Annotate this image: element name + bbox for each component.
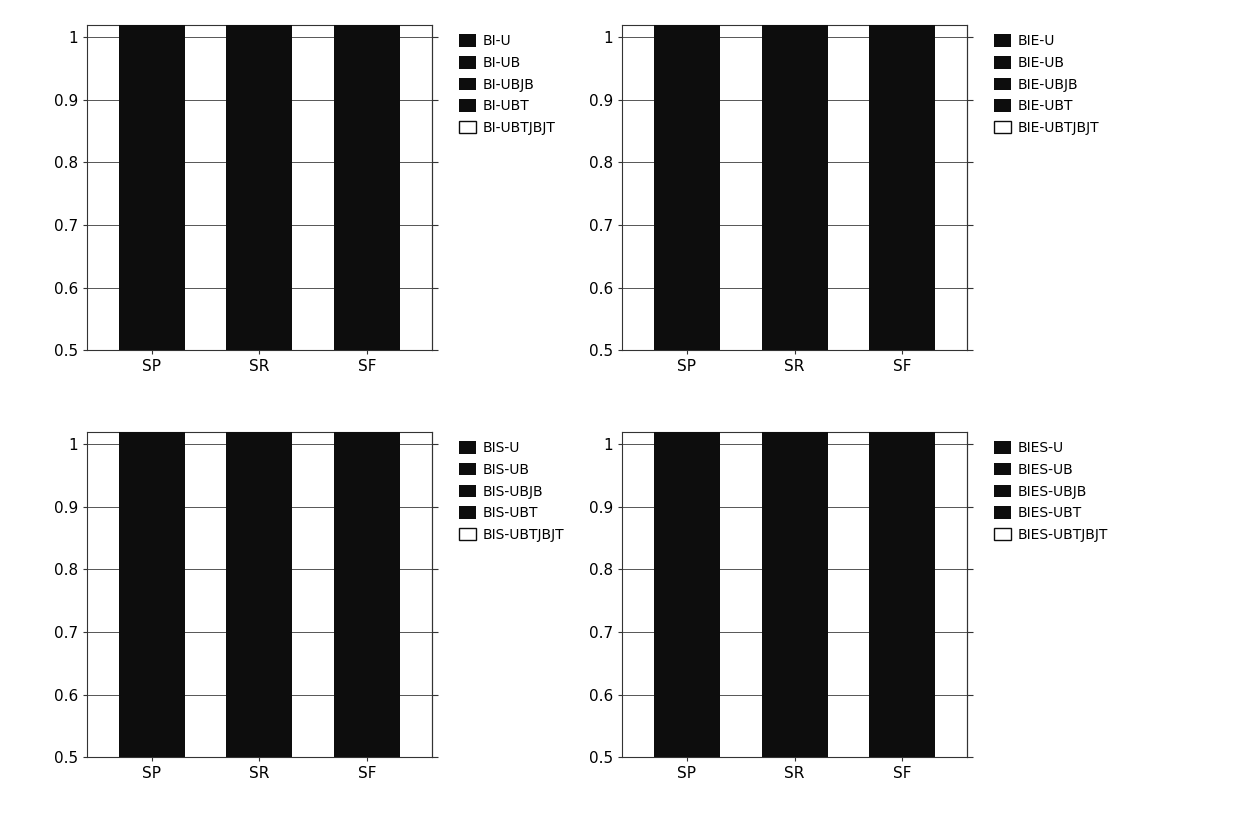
Bar [119, 209, 185, 757]
Bar [227, 0, 293, 351]
Bar [119, 0, 185, 351]
Bar [335, 0, 401, 351]
Bar [227, 0, 293, 351]
Bar [335, 0, 401, 351]
Bar [869, 0, 935, 351]
Bar [227, 169, 293, 757]
Bar [119, 0, 185, 351]
Bar [119, 209, 185, 757]
Bar [335, 193, 401, 757]
Bar [761, 0, 827, 351]
Bar [869, 0, 935, 351]
Bar [869, 183, 935, 757]
Bar [653, 0, 719, 351]
Bar [653, 209, 719, 757]
Legend: BIS-U, BIS-UB, BIS-UBJB, BIS-UBT, BIS-UBTJBJT: BIS-U, BIS-UB, BIS-UBJB, BIS-UBT, BIS-UB… [456, 439, 567, 545]
Bar [761, 0, 827, 351]
Bar [335, 0, 401, 351]
Bar [119, 193, 185, 757]
Legend: BI-U, BI-UB, BI-UBJB, BI-UBT, BI-UBTJBJT: BI-U, BI-UB, BI-UBJB, BI-UBT, BI-UBTJBJT [456, 31, 558, 137]
Bar [653, 0, 719, 351]
Bar [869, 193, 935, 757]
Bar [335, 193, 401, 757]
Legend: BIES-U, BIES-UB, BIES-UBJB, BIES-UBT, BIES-UBTJBJT: BIES-U, BIES-UB, BIES-UBJB, BIES-UBT, BI… [992, 439, 1111, 545]
Bar [653, 192, 719, 757]
Bar [119, 0, 185, 351]
Bar [335, 202, 401, 757]
Bar [653, 0, 719, 351]
Bar [761, 175, 827, 757]
Bar [761, 177, 827, 757]
Bar [869, 202, 935, 757]
Bar [227, 0, 293, 351]
Bar [335, 183, 401, 757]
Bar [119, 193, 185, 757]
Bar [761, 0, 827, 351]
Bar [227, 0, 293, 351]
Bar [761, 0, 827, 351]
Bar [761, 170, 827, 757]
Bar [653, 0, 719, 351]
Bar [653, 193, 719, 757]
Bar [869, 0, 935, 351]
Bar [227, 209, 293, 757]
Bar [335, 0, 401, 351]
Bar [869, 193, 935, 757]
Bar [227, 175, 293, 757]
Bar [761, 0, 827, 351]
Bar [761, 209, 827, 757]
Legend: BIE-U, BIE-UB, BIE-UBJB, BIE-UBT, BIE-UBTJBJT: BIE-U, BIE-UB, BIE-UBJB, BIE-UBT, BIE-UB… [992, 31, 1102, 137]
Bar [653, 209, 719, 757]
Bar [653, 0, 719, 351]
Bar [119, 0, 185, 351]
Bar [227, 177, 293, 757]
Bar [869, 0, 935, 351]
Bar [869, 0, 935, 351]
